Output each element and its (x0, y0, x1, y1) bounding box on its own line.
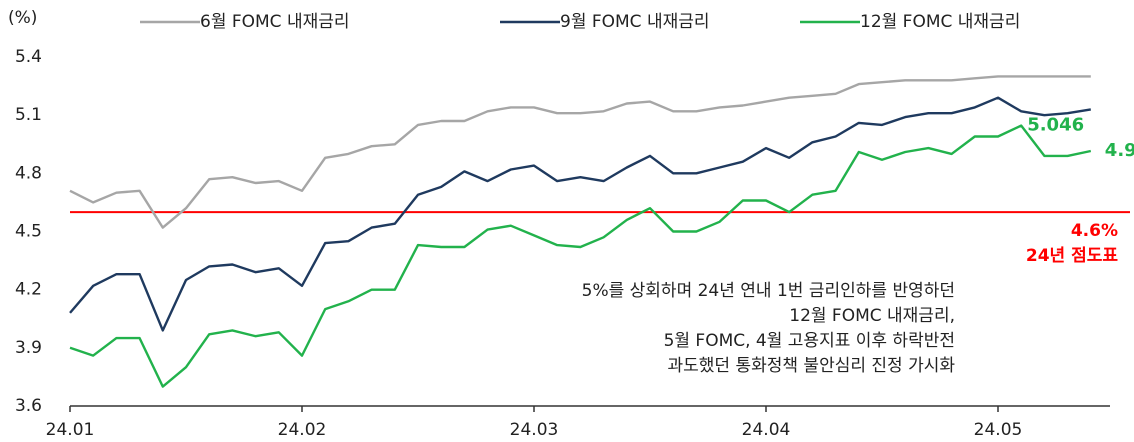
y-tick-label: 5.1 (15, 105, 42, 125)
annotation: 12월 FOMC 내재금리, (789, 306, 955, 326)
data-label: 5.046 (1027, 115, 1084, 136)
x-tick-label: 24.01 (46, 420, 95, 440)
data-label: 4.915 (1105, 140, 1134, 161)
y-unit: (%) (8, 8, 37, 28)
reference-label: 4.6% (1071, 221, 1118, 241)
x-tick-label: 24.04 (742, 420, 791, 440)
y-tick-label: 3.9 (15, 338, 42, 358)
annotation: 과도했던 통화정책 불안심리 진정 가시화 (668, 356, 956, 376)
legend-label: 12월 FOMC 내재금리 (860, 12, 1020, 32)
x-tick-label: 24.02 (278, 420, 327, 440)
legend-label: 9월 FOMC 내재금리 (560, 12, 710, 32)
x-tick-label: 24.03 (510, 420, 559, 440)
y-tick-label: 3.6 (15, 396, 42, 416)
series-line (69, 96, 1091, 332)
annotation: 5%를 상회하며 24년 연내 1번 금리인하를 반영하던 (582, 281, 955, 301)
y-tick-label: 4.5 (15, 222, 42, 242)
series-line (69, 75, 1091, 229)
y-tick-label: 5.4 (15, 47, 42, 67)
series-line (69, 124, 1092, 388)
y-tick-label: 4.8 (15, 163, 42, 183)
x-tick-label: 24.05 (974, 420, 1023, 440)
reference-name: 24년 점도표 (1026, 246, 1118, 266)
legend-label: 6월 FOMC 내재금리 (200, 12, 350, 32)
annotation: 5월 FOMC, 4월 고용지표 이후 하락반전 (664, 331, 955, 351)
y-tick-label: 4.2 (15, 280, 42, 300)
